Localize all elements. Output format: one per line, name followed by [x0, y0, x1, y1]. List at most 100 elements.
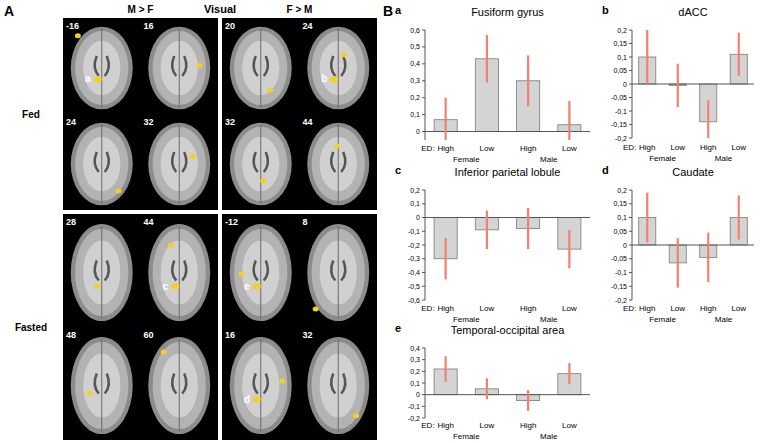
y-tick — [629, 84, 632, 85]
group-label: Female — [453, 432, 480, 441]
brain-slice — [230, 123, 292, 206]
category-label: High — [700, 143, 716, 152]
category-prefix: ED: — [421, 421, 434, 430]
zero-line — [632, 245, 754, 246]
brain-slice — [71, 123, 133, 206]
error-bar — [646, 193, 648, 243]
zero-line — [632, 84, 754, 85]
y-tick — [629, 124, 632, 125]
y-tick — [629, 43, 632, 44]
row-label: Fed — [22, 109, 40, 120]
category-label: Low — [480, 144, 495, 153]
column-label: F > M — [287, 4, 313, 15]
category-label: Low — [670, 143, 685, 152]
y-tick — [629, 97, 632, 98]
subplot-label: a — [395, 4, 402, 16]
y-tick-label: 0,1 — [410, 200, 420, 207]
category-label: Low — [562, 144, 577, 153]
midline — [338, 226, 339, 318]
figure: AVisualM > FF > MFeda-1616243220b243244F… — [0, 0, 762, 443]
brain-panel — [222, 18, 377, 210]
row-label: Fasted — [15, 322, 47, 333]
y-tick-label: -0,4 — [408, 269, 420, 276]
group-label: Female — [649, 315, 676, 324]
y-tick-label: 0,2 — [410, 187, 420, 194]
brain-slice — [71, 224, 133, 321]
y-tick-label: 0,2 — [617, 187, 627, 194]
brain-slice — [71, 27, 133, 110]
category-label: Low — [731, 304, 746, 313]
y-tick — [629, 203, 632, 204]
y-tick-label: -0,05 — [611, 255, 627, 262]
bar-chart: aFusiform gyrus00,10,20,30,40,50,6HighLo… — [395, 4, 590, 164]
y-tick — [629, 57, 632, 58]
y-tick — [422, 383, 425, 384]
y-tick-label: 0,3 — [410, 77, 420, 84]
midline — [101, 226, 102, 318]
error-bar — [738, 33, 740, 76]
bar-chart: cInferior parietal lobule-0,6-0,5-0,4-0,… — [395, 164, 590, 324]
category-label: High — [437, 144, 453, 153]
group-label: Male — [715, 315, 733, 324]
activation-blob — [267, 87, 273, 92]
group-label: Male — [715, 154, 733, 163]
error-bar — [527, 390, 529, 411]
subplot-label: e — [395, 322, 401, 334]
bar-chart: bdACC-0,2-0,15-0,1-0,0500,050,10,150,2Hi… — [602, 4, 754, 163]
midline — [101, 339, 102, 431]
brain-slice — [307, 224, 369, 321]
slice-label: 48 — [66, 330, 76, 340]
y-tick-label: -0,6 — [408, 297, 420, 304]
y-tick-label: -0,1 — [408, 403, 420, 410]
y-tick — [422, 97, 425, 98]
error-bar — [527, 208, 529, 249]
plot-area — [425, 208, 590, 280]
error-bar — [445, 98, 447, 140]
slice-label: -16 — [66, 21, 79, 31]
activation-blob — [334, 143, 340, 148]
brain-slice — [71, 337, 133, 434]
group-label: Female — [453, 315, 480, 324]
y-tick — [629, 217, 632, 218]
y-tick — [422, 80, 425, 81]
region-label: e — [244, 281, 250, 292]
midline — [179, 339, 180, 431]
category-label: High — [520, 304, 536, 313]
y-tick — [422, 418, 425, 419]
y-tick — [422, 30, 425, 31]
brain-slice — [148, 27, 210, 110]
brain-slice — [307, 123, 369, 206]
activation-blob — [260, 178, 266, 183]
plot-area — [425, 35, 590, 140]
y-tick — [422, 286, 425, 287]
error-bar — [445, 356, 447, 382]
brain-panel — [63, 214, 218, 440]
activation-blob — [75, 33, 81, 38]
activation-blob — [94, 284, 100, 289]
activation-blob — [94, 76, 102, 82]
zero-line — [425, 217, 590, 218]
activation-blob — [279, 378, 285, 383]
y-tick-label: 0,1 — [617, 54, 627, 61]
y-tick-label: 0,1 — [617, 214, 627, 221]
y-tick — [422, 245, 425, 246]
error-bar — [568, 101, 570, 140]
y-tick-label: 0 — [623, 242, 627, 249]
y-tick — [422, 258, 425, 259]
y-tick — [629, 286, 632, 287]
y-tick — [629, 258, 632, 259]
category-label: High — [639, 143, 655, 152]
column-label: M > F — [128, 4, 154, 15]
y-tick — [422, 406, 425, 407]
activation-blob — [171, 284, 179, 290]
y-tick-label: 0,05 — [613, 67, 627, 74]
chart-title: Caudate — [672, 166, 714, 178]
y-tick-label: 0,5 — [410, 43, 420, 50]
slice-label: 16 — [225, 330, 235, 340]
y-tick — [422, 359, 425, 360]
y-tick-label: 0,05 — [613, 228, 627, 235]
error-bar — [568, 230, 570, 269]
y-tick-label: -0,2 — [408, 242, 420, 249]
y-tick-label: -0,2 — [615, 297, 627, 304]
activation-blob — [341, 53, 347, 58]
